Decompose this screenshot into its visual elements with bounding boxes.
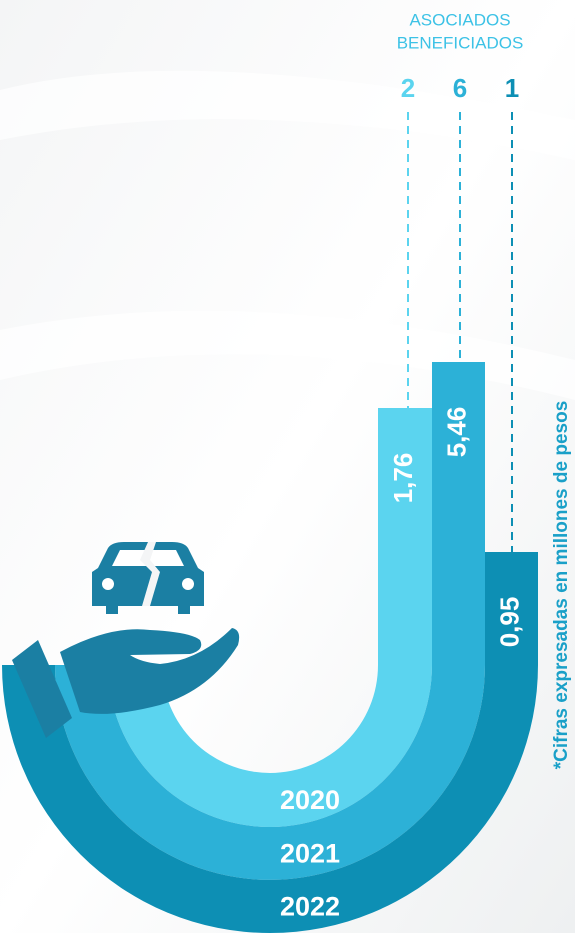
car-icon xyxy=(92,542,204,614)
background-wave xyxy=(0,310,575,400)
header-line: BENEFICIADOS xyxy=(397,33,524,52)
beneficiaries: 6 xyxy=(453,73,467,103)
beneficiaries: 2 xyxy=(401,73,415,103)
year: 2021 xyxy=(280,839,340,869)
j-bands xyxy=(2,362,538,933)
band xyxy=(108,408,432,827)
hand-icon xyxy=(12,628,240,738)
amount: 0,95 xyxy=(494,597,524,648)
year: 2020 xyxy=(280,785,340,815)
amount: 1,76 xyxy=(388,453,418,504)
band xyxy=(2,552,538,933)
background-wave xyxy=(0,70,575,160)
year: 2022 xyxy=(280,892,340,922)
band xyxy=(55,362,485,880)
beneficiaries: 1 xyxy=(505,73,519,103)
header-line: ASOCIADOS xyxy=(409,10,510,29)
note: *Cifras expresadas en millones de pesos xyxy=(551,401,572,770)
amount: 5,46 xyxy=(441,407,471,458)
